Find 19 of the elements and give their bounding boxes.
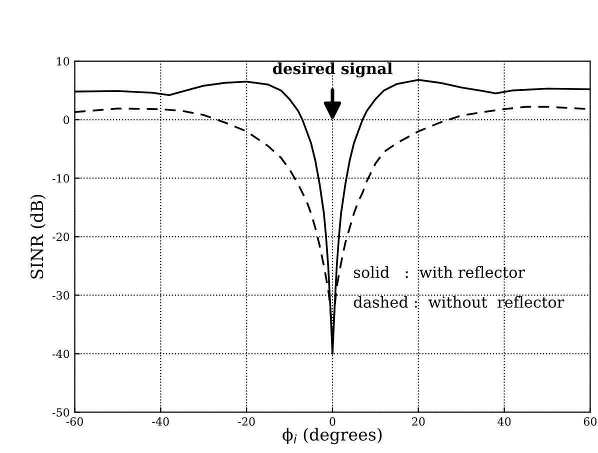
y-tick-label: -20 bbox=[52, 232, 70, 242]
x-axis-title: ϕ$_{i}$ (degrees) bbox=[282, 428, 382, 444]
y-tick-label: -40 bbox=[52, 350, 70, 358]
x-tick-label: 40 bbox=[498, 417, 511, 426]
annotation: dashed : without reflector bbox=[354, 296, 564, 308]
y-tick-label: -30 bbox=[52, 291, 70, 300]
x-tick-label: -20 bbox=[238, 417, 255, 426]
y-tick-label: -50 bbox=[52, 408, 70, 417]
x-tick-label: 60 bbox=[584, 417, 597, 426]
y-tick-label: 10 bbox=[57, 57, 70, 66]
x-tick-label: 0 bbox=[330, 417, 336, 426]
x-tick-label: 20 bbox=[412, 417, 425, 426]
x-tick-label: -40 bbox=[152, 417, 169, 426]
y-tick-label: -10 bbox=[52, 174, 70, 183]
x-tick-label: -60 bbox=[66, 417, 83, 426]
annotation: desired signal bbox=[272, 62, 392, 78]
y-tick-label: 0 bbox=[64, 116, 70, 124]
y-axis-title: SINR (dB) bbox=[30, 194, 46, 278]
annotation: solid : with reflector bbox=[354, 266, 526, 278]
